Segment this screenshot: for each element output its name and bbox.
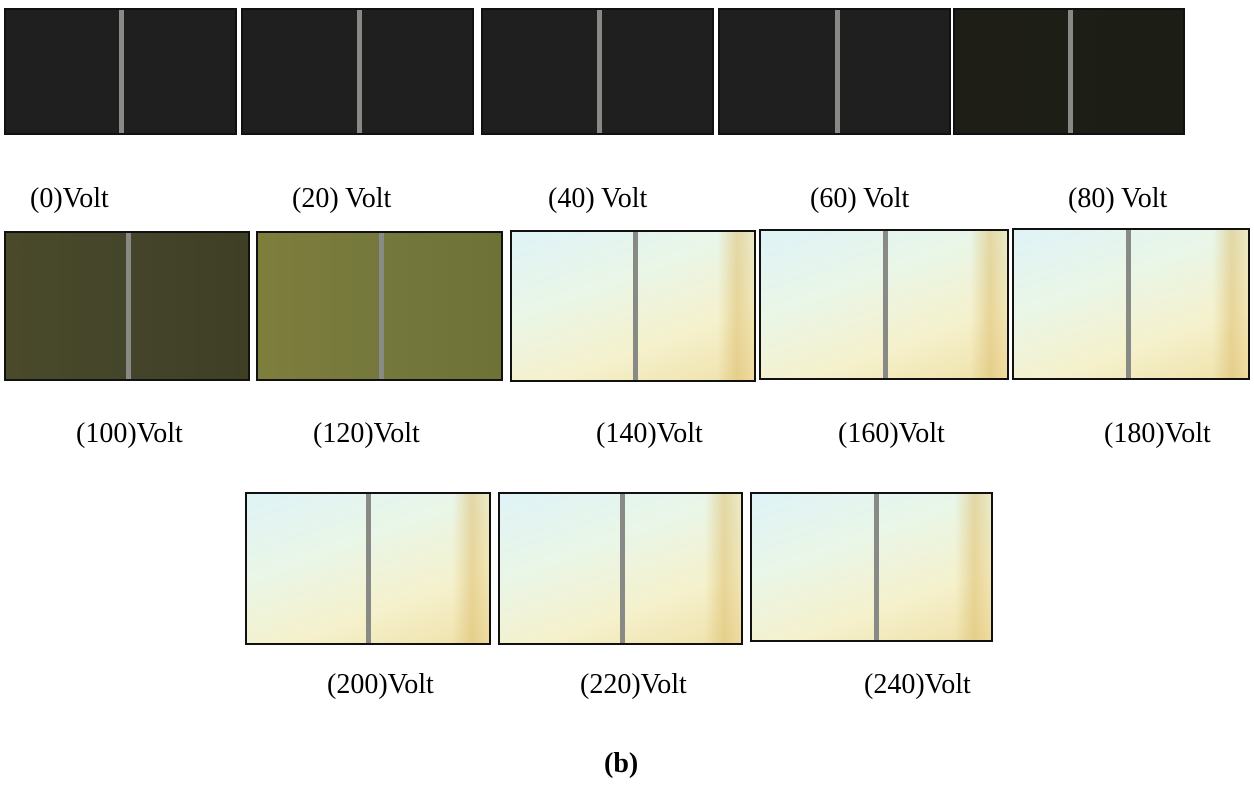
electrode-gap-line	[1068, 10, 1073, 133]
photo-panel-240v	[750, 492, 993, 642]
caption-20v: (20) Volt	[292, 183, 392, 214]
electrode-gap-line	[1126, 230, 1131, 378]
caption-60v: (60) Volt	[810, 183, 910, 214]
caption-120v: (120)Volt	[313, 418, 420, 449]
electrode-gap-line	[366, 494, 371, 643]
electrode-gap-line	[620, 494, 625, 643]
electrode-gap-line	[379, 233, 384, 379]
caption-240v: (240)Volt	[864, 669, 971, 700]
caption-180v: (180)Volt	[1104, 418, 1211, 449]
photo-panel-40v	[481, 8, 714, 135]
caption-0v: (0)Volt	[30, 183, 109, 214]
photo-panel-60v	[718, 8, 951, 135]
photo-panel-160v	[759, 229, 1009, 380]
figure-label: (b)	[604, 748, 639, 779]
electrode-gap-line	[633, 232, 638, 380]
caption-140v: (140)Volt	[596, 418, 703, 449]
photo-panel-20v	[241, 8, 474, 135]
electrode-gap-line	[119, 10, 124, 133]
electrode-gap-line	[126, 233, 131, 379]
electrode-gap-line	[835, 10, 840, 133]
photo-panel-120v	[256, 231, 503, 381]
caption-40v: (40) Volt	[548, 183, 648, 214]
photo-panel-200v	[245, 492, 491, 645]
photo-panel-80v	[953, 8, 1185, 135]
caption-220v: (220)Volt	[580, 669, 687, 700]
caption-100v: (100)Volt	[76, 418, 183, 449]
photo-panel-180v	[1012, 228, 1250, 380]
caption-200v: (200)Volt	[327, 669, 434, 700]
electrode-gap-line	[874, 494, 879, 640]
caption-80v: (80) Volt	[1068, 183, 1168, 214]
electrode-gap-line	[357, 10, 362, 133]
electrode-gap-line	[883, 231, 888, 378]
photo-panel-0v	[4, 8, 237, 135]
caption-160v: (160)Volt	[838, 418, 945, 449]
photo-panel-100v	[4, 231, 250, 381]
electrode-gap-line	[597, 10, 602, 133]
photo-panel-220v	[498, 492, 743, 645]
photo-panel-140v	[510, 230, 756, 382]
